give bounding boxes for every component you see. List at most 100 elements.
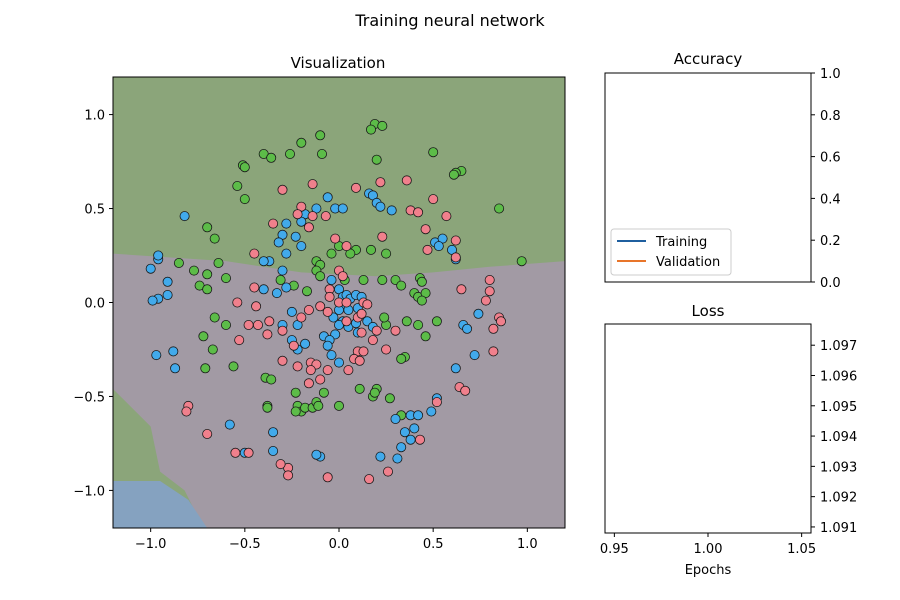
scatter-point-blue — [375, 201, 386, 212]
scatter-point-blue — [390, 413, 401, 424]
scatter-point-green — [207, 344, 218, 355]
scatter-point-green — [275, 274, 286, 285]
scatter-point-green — [494, 203, 505, 214]
scatter-point-pink — [341, 316, 352, 327]
scatter-point-blue — [426, 406, 437, 417]
scatter-point-green — [220, 319, 231, 330]
scatter-point-green — [313, 400, 324, 411]
scatter-point-pink — [243, 447, 254, 458]
scatter-point-pink — [450, 235, 461, 246]
scatter-point-pink — [356, 308, 367, 319]
scatter-point-pink — [460, 385, 471, 396]
scatter-point-blue — [322, 340, 333, 351]
scatter-point-pink — [495, 316, 506, 327]
scatter-point-pink — [202, 428, 213, 439]
loss-y-ticks: 1.091 1.092 1.093 1.094 1.095 1.096 1.097 — [811, 339, 857, 536]
scatter-point-pink — [422, 244, 433, 255]
scatter-point-blue — [333, 357, 344, 368]
scatter-point-green — [266, 152, 277, 163]
accuracy-y-tick-label: 0.2 — [820, 234, 841, 249]
region-green — [113, 77, 565, 277]
scatter-point-pink — [320, 211, 331, 222]
scatter-point-pink — [414, 434, 425, 445]
scatter-point-pink — [381, 344, 392, 355]
scatter-point-green — [188, 265, 199, 276]
scatter-point-green — [318, 387, 329, 398]
scatter-point-blue — [386, 205, 397, 216]
scatter-point-pink — [484, 286, 495, 297]
scatter-point-pink — [275, 459, 286, 470]
scatter-point-blue — [392, 453, 403, 464]
scatter-point-green — [202, 222, 213, 233]
scatter-point-blue — [271, 288, 282, 299]
scatter-point-green — [232, 180, 243, 191]
scatter-point-pink — [330, 233, 341, 244]
scatter-point-green — [369, 387, 380, 398]
loss-y-tick-label: 1.097 — [820, 339, 857, 354]
y-tick-label: −0.5 — [73, 390, 105, 405]
scatter-point-pink — [288, 340, 299, 351]
y-tick-label: 0.0 — [84, 297, 105, 312]
scatter-point-pink — [234, 335, 245, 346]
scatter-point-pink — [322, 306, 333, 317]
scatter-point-blue — [281, 218, 292, 229]
accuracy-y-tick-label: 1.0 — [820, 67, 841, 82]
scatter-point-pink — [441, 211, 452, 222]
scatter-point-green — [396, 353, 407, 364]
scatter-point-blue — [162, 289, 173, 300]
loss-x-tick-label: 0.95 — [600, 542, 629, 557]
scatter-point-pink — [303, 222, 314, 233]
scatter-point-pink — [341, 241, 352, 252]
scatter-point-green — [290, 406, 301, 417]
scatter-point-pink — [262, 329, 273, 340]
scatter-point-green — [431, 316, 442, 327]
scatter-point-green — [416, 295, 427, 306]
scatter-point-blue — [268, 427, 279, 438]
scatter-point-blue — [151, 350, 162, 361]
x-tick-label: 0.5 — [423, 537, 444, 552]
scatter-point-pink — [356, 327, 367, 338]
scatter-point-blue — [399, 427, 410, 438]
scatter-point-green — [301, 286, 312, 297]
scatter-point-pink — [277, 184, 288, 195]
scatter-point-green — [354, 383, 365, 394]
scatter-point-pink — [420, 224, 431, 235]
scatter-point-blue — [337, 203, 348, 214]
scatter-point-blue — [290, 231, 301, 242]
scatter-point-pink — [322, 365, 333, 376]
scatter-point-pink — [249, 282, 260, 293]
scatter-point-pink — [341, 297, 352, 308]
scatter-point-green — [220, 273, 231, 284]
scatter-point-blue — [281, 248, 292, 259]
scatter-point-pink — [413, 207, 424, 218]
scatter-point-pink — [364, 474, 375, 485]
scatter-point-green — [213, 257, 224, 268]
scatter-point-pink — [358, 346, 369, 357]
region-blue — [113, 481, 208, 528]
scatter-point-green — [290, 387, 301, 398]
scatter-point-green — [266, 374, 277, 385]
scatter-point-green — [296, 137, 307, 148]
scatter-point-blue — [409, 423, 420, 434]
loss-y-tick-label: 1.094 — [820, 430, 857, 445]
scatter-point-pink — [488, 346, 499, 357]
scatter-point-pink — [252, 319, 263, 330]
scatter-point-pink — [484, 274, 495, 285]
scatter-point-green — [202, 284, 213, 295]
scatter-points — [145, 119, 527, 485]
visualization-title: Visualization — [291, 54, 386, 72]
scatter-point-pink — [305, 365, 316, 376]
scatter-point-pink — [480, 295, 491, 306]
scatter-point-pink — [337, 271, 348, 282]
scatter-point-blue — [300, 338, 311, 349]
scatter-point-pink — [315, 301, 326, 312]
scatter-point-pink — [401, 175, 412, 186]
scatter-point-green — [202, 269, 213, 280]
scatter-point-green — [416, 276, 427, 287]
scatter-point-pink — [350, 182, 361, 193]
scatter-point-blue — [145, 263, 156, 274]
accuracy-panel: Accuracy 0.0 0.2 0.4 0.6 0.8 1.0 Training Val… — [604, 50, 841, 291]
x-tick-label: 1.0 — [517, 537, 538, 552]
scatter-point-pink — [371, 325, 382, 336]
